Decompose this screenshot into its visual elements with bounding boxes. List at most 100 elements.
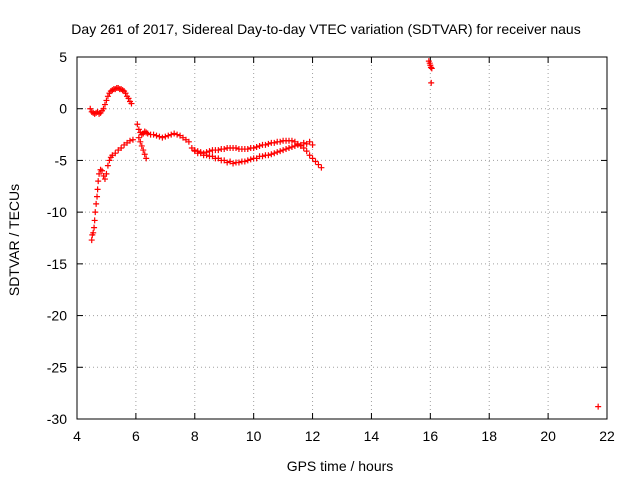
data-point <box>288 137 295 144</box>
y-tick-label: -25 <box>47 359 67 375</box>
data-point <box>88 237 95 244</box>
y-axis-label: SDTVAR / TECUs <box>6 184 22 296</box>
x-tick-label: 4 <box>73 428 81 444</box>
data-point <box>127 137 133 144</box>
data-point <box>218 157 225 164</box>
x-tick-label: 10 <box>246 428 262 444</box>
x-tick-label: 20 <box>540 428 556 444</box>
data-point <box>153 132 160 139</box>
data-point <box>194 150 201 157</box>
data-point <box>315 161 322 168</box>
data-point <box>291 142 298 149</box>
data-point <box>101 101 108 108</box>
y-tick-label: -5 <box>55 152 68 168</box>
data-point <box>140 147 147 154</box>
data-point <box>156 133 163 140</box>
data-point <box>101 176 108 183</box>
data-point <box>200 152 207 159</box>
data-point <box>247 156 254 163</box>
data-point <box>259 153 266 160</box>
data-point <box>303 148 310 155</box>
data-point <box>262 141 269 148</box>
data-point <box>300 145 307 152</box>
data-point <box>306 152 313 159</box>
data-point <box>106 157 113 164</box>
data-point <box>112 150 119 157</box>
data-point <box>300 139 307 146</box>
data-point <box>94 193 101 200</box>
data-point <box>129 136 136 143</box>
data-point <box>271 150 278 157</box>
data-point <box>286 145 292 152</box>
data-point <box>103 170 110 177</box>
data-point <box>185 138 192 145</box>
data-point <box>312 158 319 165</box>
data-point <box>90 229 97 236</box>
data-point <box>137 138 144 145</box>
data-point <box>233 145 239 152</box>
data-point <box>87 105 94 112</box>
data-point <box>288 143 295 150</box>
data-point <box>134 121 141 128</box>
data-point <box>118 145 125 152</box>
data-point <box>104 93 111 100</box>
y-tick-label: -15 <box>47 256 67 272</box>
gridlines <box>77 57 607 419</box>
data-point <box>125 95 132 102</box>
data-point <box>250 145 257 152</box>
data-point <box>135 134 142 141</box>
x-axis-label: GPS time / hours <box>287 458 394 474</box>
data-point <box>171 130 178 137</box>
data-point <box>162 133 169 140</box>
data-point <box>144 130 151 137</box>
x-tick-label: 12 <box>305 428 321 444</box>
data-point <box>135 126 142 133</box>
data-point <box>244 146 251 153</box>
data-point <box>168 131 175 138</box>
data-point <box>427 64 434 71</box>
data-point <box>294 141 301 148</box>
data-point <box>103 97 110 104</box>
axis-ticks: 4 6 8 10 12 14 16 18 20 22 5 0 -5 -10 -15 -20 -25 -30 <box>47 49 615 444</box>
data-point <box>244 157 251 164</box>
data-point <box>206 148 213 155</box>
data-point <box>224 159 231 166</box>
data-point <box>265 140 272 147</box>
data-point <box>92 209 99 216</box>
data-point <box>99 167 106 174</box>
x-tick-label: 16 <box>423 428 439 444</box>
plot-frame <box>76 56 608 420</box>
data-point <box>274 149 281 156</box>
data-point <box>215 147 222 154</box>
data-point <box>174 131 181 138</box>
y-tick-label: 0 <box>59 101 67 117</box>
data-point <box>212 155 219 162</box>
data-point <box>280 147 287 154</box>
data-point <box>283 146 290 153</box>
data-point <box>318 164 325 171</box>
data-point <box>93 200 100 207</box>
data-point <box>150 131 157 138</box>
data-point <box>206 153 213 160</box>
data-point <box>241 158 248 165</box>
data-point <box>141 151 148 158</box>
data-point <box>91 224 98 231</box>
x-tick-label: 6 <box>132 428 140 444</box>
data-point <box>428 79 435 86</box>
data-point <box>309 155 316 162</box>
data-point <box>122 90 129 97</box>
data-point <box>96 170 103 177</box>
data-point <box>277 148 284 155</box>
data-point <box>91 217 98 224</box>
data-point <box>159 134 166 141</box>
data-point <box>235 159 242 166</box>
data-point <box>253 155 260 162</box>
data-point <box>271 139 278 146</box>
data-point <box>428 65 435 72</box>
data-point <box>595 403 602 410</box>
chart-title: Day 261 of 2017, Sidereal Day-to-day VTE… <box>71 21 580 37</box>
x-tick-label: 14 <box>364 428 380 444</box>
y-tick-label: -10 <box>47 204 67 220</box>
data-point <box>253 143 260 150</box>
data-point <box>265 152 272 159</box>
